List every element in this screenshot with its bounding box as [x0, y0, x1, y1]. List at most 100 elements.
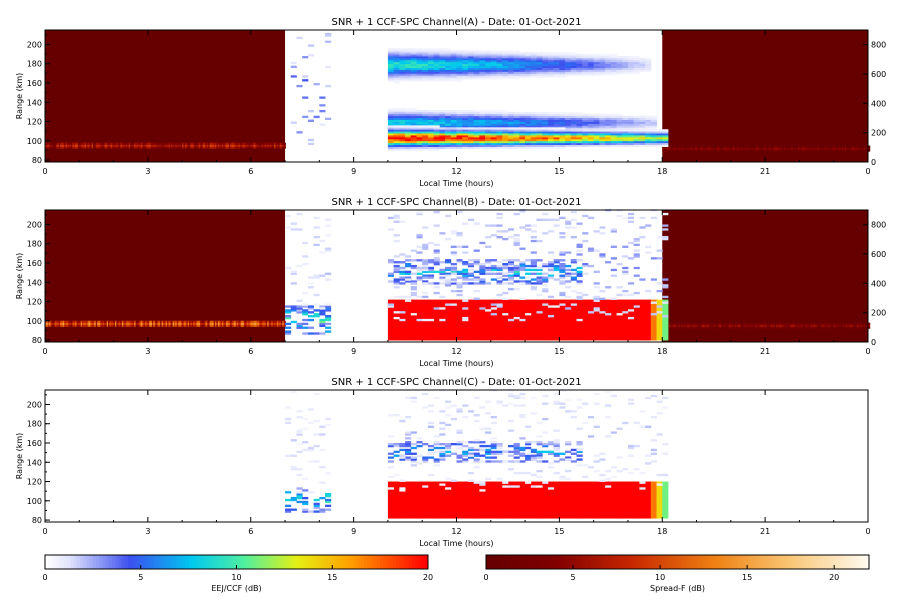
spreadf-cell [116, 324, 119, 327]
spreadf-cell [696, 149, 699, 152]
heatmap-cell [622, 136, 629, 140]
heatmap-cell [507, 75, 515, 78]
heatmap-cell [416, 330, 423, 333]
spreadf-cell [50, 324, 53, 327]
spreadf-cell [693, 147, 697, 150]
heatmap-cell [633, 119, 640, 122]
heatmap-cell [553, 301, 560, 304]
heatmap-cell [633, 338, 640, 341]
heatmap-cell [473, 318, 480, 322]
heatmap-cell [605, 113, 612, 117]
heatmap-cell [445, 71, 452, 74]
heatmap-cell [450, 73, 457, 76]
heatmap-cell [662, 129, 669, 132]
spreadf-cell [176, 324, 179, 327]
spreadf-cell [49, 142, 52, 145]
heatmap-cell [427, 123, 435, 126]
spreadf-cell [95, 144, 98, 147]
heatmap-cell [547, 54, 555, 57]
heatmap-cell [410, 133, 417, 136]
heatmap-cell [485, 63, 492, 67]
heatmap-cell [565, 131, 572, 134]
spreadf-cell [703, 145, 706, 148]
spreadf-cell [261, 324, 264, 327]
heatmap-cell [467, 313, 475, 316]
heatmap-cell [587, 338, 595, 341]
spreadf-cell [149, 324, 152, 327]
spreadf-cell [263, 146, 266, 149]
spreadf-cell [248, 144, 251, 147]
heatmap-cell [519, 56, 526, 59]
heatmap-cell [399, 56, 406, 59]
heatmap-cell [530, 315, 537, 318]
spreadf-cell [112, 144, 115, 147]
heatmap-cell [633, 57, 640, 61]
heatmap-cell [610, 320, 617, 324]
spreadf-cell [150, 324, 153, 327]
spreadf-cell [782, 322, 786, 325]
heatmap-cell [445, 316, 452, 320]
heatmap-cell [547, 135, 555, 138]
heatmap-cell [445, 142, 452, 146]
heatmap-cell [616, 142, 623, 146]
spreadf-cell [723, 324, 727, 327]
heatmap-cell [565, 113, 572, 117]
spreadf-cell [802, 147, 805, 150]
spreadf-cell [702, 149, 705, 152]
heatmap-cell [553, 266, 560, 270]
heatmap-cell [450, 79, 457, 82]
heatmap-cell [519, 54, 526, 57]
heatmap-cell [587, 127, 595, 130]
spreadf-region [45, 210, 286, 342]
heatmap-cell [530, 129, 537, 132]
heatmap-cell [422, 262, 429, 266]
heatmap-cell [645, 136, 652, 140]
heatmap-cell [399, 113, 406, 117]
heatmap-cell [570, 299, 577, 302]
heatmap-cell [639, 332, 646, 335]
spreadf-cell [131, 322, 134, 325]
spreadf-cell [114, 146, 118, 149]
heatmap-cell [479, 56, 486, 59]
spreadf-cell [723, 149, 727, 152]
heatmap-cell [525, 307, 532, 310]
spreadf-cell [280, 324, 284, 327]
spreadf-cell [54, 322, 57, 325]
heatmap-cell [450, 299, 457, 302]
heatmap-cell [639, 67, 646, 70]
heatmap-cell [593, 127, 600, 130]
spreadf-cell [217, 142, 221, 145]
heatmap-cell [553, 67, 560, 70]
heatmap-cell [570, 318, 577, 322]
spreadf-cell [707, 322, 710, 325]
heatmap-cell [536, 316, 543, 320]
heatmap-cell [410, 142, 417, 146]
spreadf-cell [175, 144, 178, 147]
heatmap-cell [422, 71, 429, 74]
spreadf-cell [861, 147, 864, 150]
heatmap-cell [473, 309, 480, 312]
spreadf-cell [125, 324, 129, 327]
spreadf-cell [134, 320, 137, 323]
heatmap-cell [559, 121, 566, 124]
spreadf-cell [254, 144, 258, 147]
spreadf-cell [134, 322, 137, 325]
heatmap-cell [405, 52, 412, 55]
spreadf-cell [80, 324, 83, 327]
heatmap-cell [605, 127, 612, 130]
heatmap-cell [593, 324, 600, 327]
spreadf-cell [198, 324, 201, 327]
heatmap-cell [599, 63, 606, 67]
heatmap-cell [467, 133, 475, 136]
heatmap-cell [450, 318, 457, 322]
spreadf-cell [832, 324, 835, 327]
heatmap-cell [576, 338, 583, 341]
spreadf-cell [58, 142, 61, 145]
spreadf-cell [75, 320, 78, 323]
heatmap-cell [456, 136, 463, 140]
spreadf-cell [134, 144, 137, 147]
heatmap-cell [587, 313, 595, 316]
spreadf-cell [62, 320, 66, 323]
spreadf-cell [739, 324, 742, 327]
heatmap-cell [565, 309, 572, 312]
